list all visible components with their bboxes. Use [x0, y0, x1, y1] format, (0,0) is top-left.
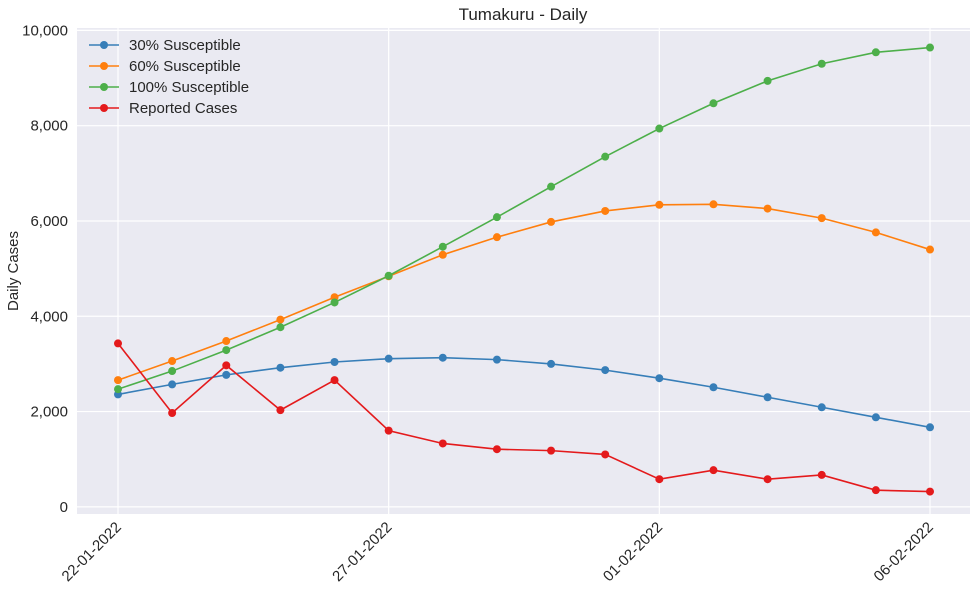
- chart-title: Tumakuru - Daily: [459, 5, 588, 24]
- data-point: [114, 376, 122, 385]
- data-point: [709, 99, 718, 108]
- series-layer: [114, 43, 934, 496]
- data-point: [330, 298, 339, 307]
- series-30-susceptible: [114, 353, 934, 432]
- data-point: [222, 337, 231, 346]
- data-point: [276, 315, 285, 324]
- data-point: [438, 439, 447, 448]
- legend-item: 100% Susceptible: [89, 79, 249, 96]
- legend-label: Reported Cases: [129, 100, 237, 117]
- data-point: [817, 403, 826, 412]
- series-line: [117, 342, 931, 493]
- data-point: [871, 486, 880, 495]
- data-point: [492, 233, 501, 242]
- data-point: [547, 446, 556, 455]
- data-point: [817, 470, 826, 479]
- x-tick-label: 01-02-2022: [600, 519, 666, 585]
- data-point: [330, 358, 339, 367]
- data-point: [655, 374, 664, 383]
- data-point: [817, 214, 826, 223]
- data-point: [168, 408, 177, 417]
- data-point: [276, 363, 285, 372]
- data-point: [817, 59, 826, 68]
- series-100-susceptible: [114, 43, 934, 394]
- series-line: [117, 356, 931, 429]
- data-point: [547, 359, 556, 368]
- y-tick-label: 10,000: [22, 22, 68, 39]
- data-point: [601, 206, 610, 215]
- legend-label: 100% Susceptible: [129, 79, 249, 96]
- x-tick-label: 06-02-2022: [871, 519, 937, 585]
- data-point: [926, 487, 934, 496]
- data-point: [547, 182, 556, 191]
- data-point: [438, 250, 447, 259]
- data-point: [492, 445, 501, 454]
- data-point: [655, 200, 664, 209]
- x-tick-label: 27-01-2022: [329, 519, 395, 585]
- legend-marker: [100, 83, 108, 91]
- data-point: [601, 366, 610, 375]
- data-point: [168, 357, 177, 366]
- data-point: [601, 152, 610, 161]
- data-point: [384, 426, 393, 435]
- data-point: [438, 353, 447, 362]
- series-line: [117, 46, 931, 390]
- y-tick-labels: 0 2,000 4,000 6,000 8,000 10,000: [22, 22, 68, 515]
- legend-item: 30% Susceptible: [89, 37, 241, 54]
- y-tick-label: 6,000: [30, 213, 68, 230]
- data-point: [655, 475, 664, 484]
- y-tick-label: 2,000: [30, 404, 68, 421]
- series-reported-cases: [114, 339, 934, 496]
- data-point: [763, 76, 772, 85]
- data-point: [871, 228, 880, 237]
- x-tick-labels: 22-01-2022 27-01-2022 01-02-2022 06-02-2022: [59, 519, 937, 585]
- data-point: [330, 376, 339, 385]
- data-point: [871, 48, 880, 57]
- data-point: [926, 423, 934, 432]
- data-point: [655, 124, 664, 133]
- data-point: [438, 242, 447, 251]
- data-point: [276, 323, 285, 332]
- data-point: [276, 406, 285, 415]
- plot-background: [77, 28, 970, 514]
- legend-label: 60% Susceptible: [129, 58, 241, 75]
- data-point: [114, 339, 122, 348]
- data-point: [709, 466, 718, 475]
- data-point: [763, 204, 772, 213]
- data-point: [168, 367, 177, 376]
- data-point: [384, 271, 393, 280]
- y-tick-label: 4,000: [30, 308, 68, 325]
- data-point: [709, 200, 718, 209]
- x-tick-label: 22-01-2022: [59, 519, 125, 585]
- data-point: [763, 475, 772, 484]
- data-point: [222, 346, 231, 355]
- legend-item: 60% Susceptible: [89, 58, 241, 75]
- data-point: [168, 380, 177, 389]
- data-point: [926, 43, 934, 52]
- data-point: [114, 385, 122, 394]
- series-line: [117, 203, 931, 381]
- grid-lines: [77, 28, 970, 514]
- data-point: [709, 383, 718, 392]
- y-tick-label: 8,000: [30, 118, 68, 135]
- data-point: [222, 361, 231, 370]
- data-point: [871, 413, 880, 422]
- data-point: [492, 213, 501, 222]
- data-point: [492, 355, 501, 364]
- data-point: [384, 354, 393, 363]
- legend-marker: [100, 62, 108, 70]
- data-point: [547, 217, 556, 226]
- y-tick-label: 0: [60, 499, 68, 516]
- legend-marker: [100, 41, 108, 49]
- legend: 30% Susceptible 60% Susceptible 100% Susce…: [89, 37, 249, 117]
- data-point: [763, 393, 772, 402]
- y-axis-label: Daily Cases: [5, 231, 22, 311]
- data-point: [601, 450, 610, 459]
- data-point: [222, 370, 231, 379]
- legend-label: 30% Susceptible: [129, 37, 241, 54]
- legend-marker: [100, 104, 108, 112]
- legend-item: Reported Cases: [89, 100, 237, 117]
- data-point: [926, 245, 934, 254]
